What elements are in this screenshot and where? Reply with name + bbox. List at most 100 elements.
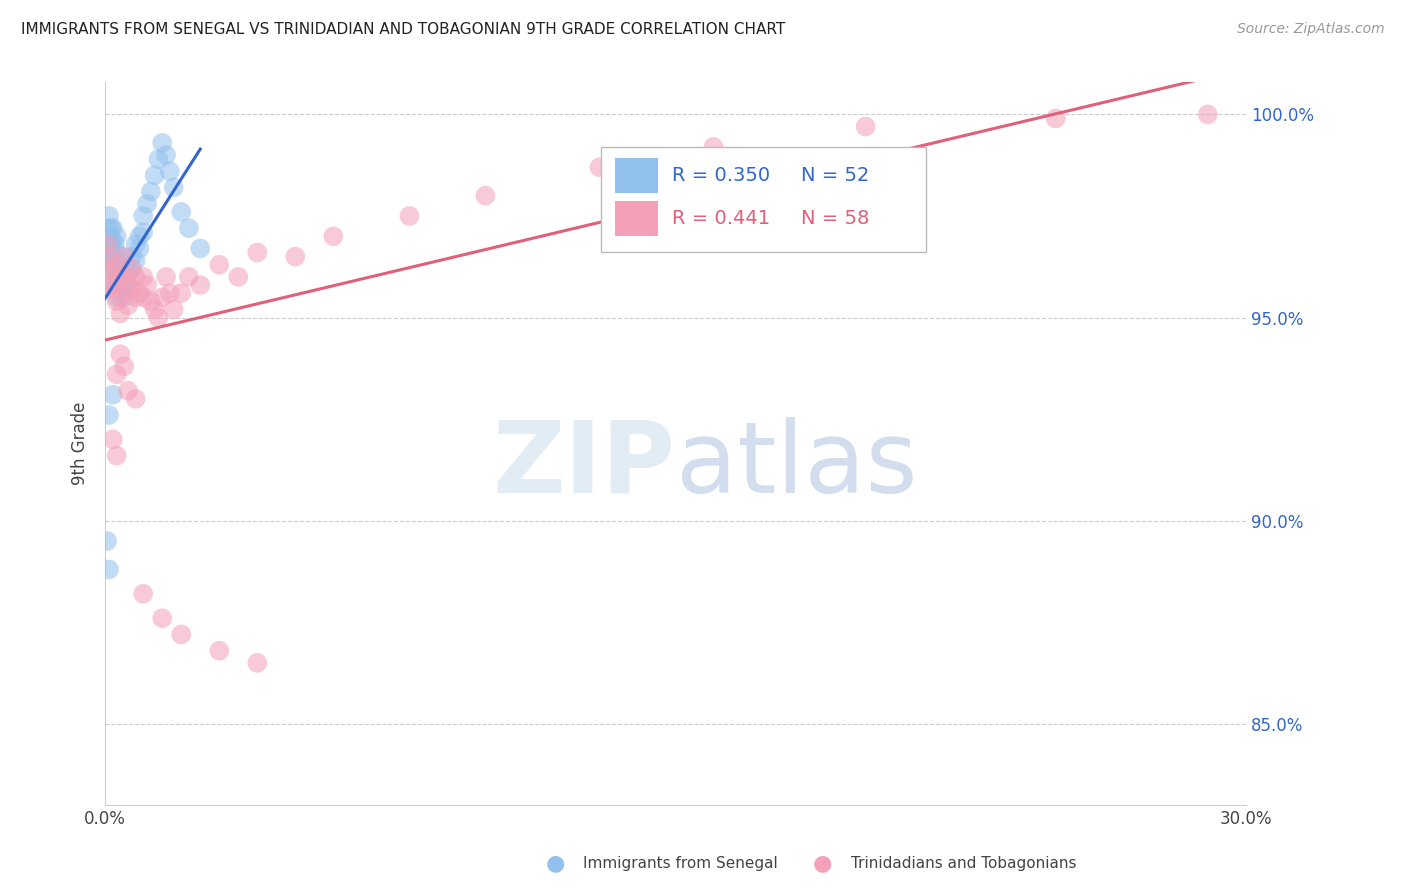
Point	[159, 164, 181, 178]
Point	[98, 250, 121, 264]
Y-axis label: 9th Grade: 9th Grade	[72, 401, 89, 485]
Point	[98, 266, 121, 280]
Point	[105, 449, 128, 463]
Point	[98, 408, 121, 422]
Point	[104, 237, 127, 252]
Point	[124, 392, 146, 406]
Point	[105, 294, 128, 309]
Point	[150, 136, 173, 150]
Text: ZIP: ZIP	[492, 417, 675, 514]
Point	[101, 221, 124, 235]
Point	[163, 302, 186, 317]
Point	[105, 258, 128, 272]
Point	[121, 261, 143, 276]
Point	[246, 245, 269, 260]
Point	[143, 302, 166, 317]
Text: ●: ●	[813, 854, 832, 873]
Point	[170, 205, 193, 219]
Point	[132, 209, 155, 223]
Point	[246, 656, 269, 670]
Point	[136, 278, 159, 293]
Point	[110, 306, 132, 320]
Text: N = 58: N = 58	[801, 209, 869, 228]
Point	[98, 209, 121, 223]
Point	[112, 359, 135, 374]
Point	[124, 290, 146, 304]
Point	[107, 269, 129, 284]
Point	[132, 225, 155, 239]
Point	[150, 290, 173, 304]
Text: R = 0.441: R = 0.441	[672, 209, 770, 228]
Point	[124, 253, 146, 268]
Point	[139, 185, 162, 199]
Point	[105, 368, 128, 382]
Point	[98, 562, 121, 576]
Point	[155, 269, 177, 284]
Point	[101, 233, 124, 247]
Point	[112, 290, 135, 304]
Point	[100, 221, 122, 235]
Point	[98, 237, 121, 252]
Point	[136, 196, 159, 211]
Point	[117, 278, 139, 293]
Point	[1045, 112, 1067, 126]
Point	[474, 188, 496, 202]
Point	[112, 250, 135, 264]
FancyBboxPatch shape	[602, 147, 927, 252]
Point	[117, 298, 139, 312]
Point	[170, 627, 193, 641]
Point	[101, 433, 124, 447]
Point	[284, 250, 307, 264]
Point	[105, 290, 128, 304]
Point	[124, 237, 146, 252]
Point	[128, 229, 150, 244]
Point	[855, 120, 877, 134]
Point	[588, 160, 610, 174]
Point	[98, 229, 121, 244]
Point	[96, 237, 118, 252]
Point	[148, 310, 170, 325]
Point	[143, 169, 166, 183]
Point	[124, 269, 146, 284]
Point	[128, 286, 150, 301]
Point	[101, 388, 124, 402]
Point	[110, 250, 132, 264]
Point	[96, 533, 118, 548]
Point	[105, 278, 128, 293]
Point	[170, 286, 193, 301]
Text: Source: ZipAtlas.com: Source: ZipAtlas.com	[1237, 22, 1385, 37]
Point	[105, 229, 128, 244]
Point	[110, 347, 132, 361]
Point	[105, 278, 128, 293]
Point	[177, 269, 200, 284]
Point	[117, 266, 139, 280]
Text: R = 0.350: R = 0.350	[672, 166, 770, 185]
Point	[188, 242, 211, 256]
Point	[159, 286, 181, 301]
Text: IMMIGRANTS FROM SENEGAL VS TRINIDADIAN AND TOBAGONIAN 9TH GRADE CORRELATION CHAR: IMMIGRANTS FROM SENEGAL VS TRINIDADIAN A…	[21, 22, 786, 37]
Point	[702, 140, 724, 154]
Point	[110, 266, 132, 280]
Point	[110, 282, 132, 296]
Point	[121, 261, 143, 276]
Point	[139, 294, 162, 309]
Point	[101, 261, 124, 276]
Point	[110, 290, 132, 304]
Point	[121, 282, 143, 296]
Point	[132, 269, 155, 284]
Point	[150, 611, 173, 625]
Point	[112, 278, 135, 293]
Point	[100, 245, 122, 260]
Point	[112, 261, 135, 276]
Point	[105, 245, 128, 260]
Point	[398, 209, 420, 223]
Point	[112, 269, 135, 284]
Point	[121, 250, 143, 264]
Bar	[614, 158, 658, 193]
Point	[101, 282, 124, 296]
Point	[101, 278, 124, 293]
Point	[98, 250, 121, 264]
Text: Trinidadians and Tobagonians: Trinidadians and Tobagonians	[851, 856, 1076, 871]
Point	[101, 266, 124, 280]
Point	[117, 278, 139, 293]
